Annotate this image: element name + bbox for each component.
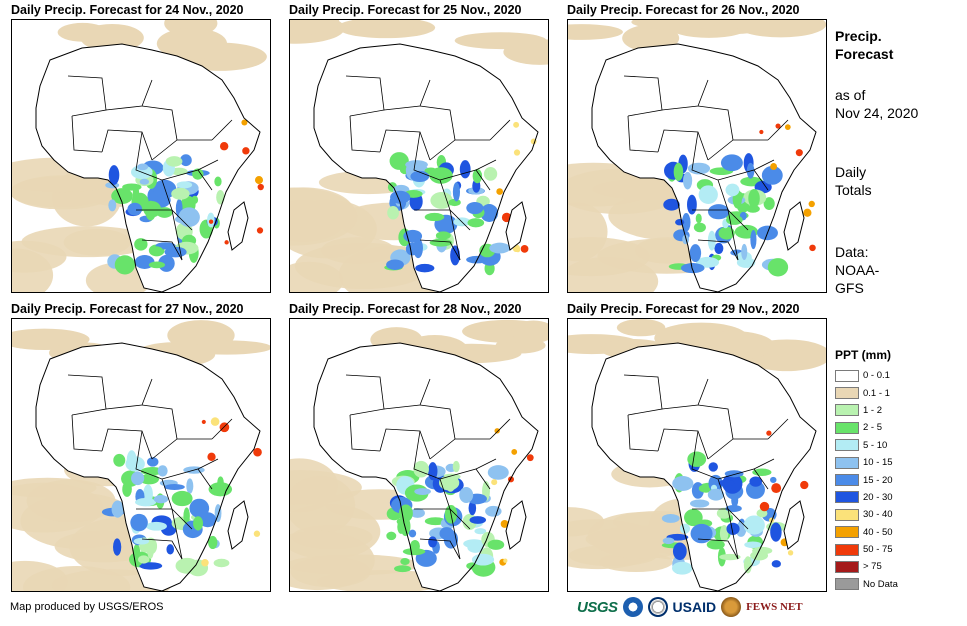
map-svg [568, 319, 826, 591]
legend-swatch [835, 387, 859, 400]
precip-map [567, 19, 827, 293]
panel-title: Daily Precip. Forecast for 28 Nov., 2020 [289, 302, 522, 316]
side-title: Precip. Forecast [835, 27, 893, 63]
legend-swatch [835, 543, 859, 556]
precip-map [11, 19, 271, 293]
side-title-line: Forecast [835, 46, 894, 62]
data-source-line: NOAA- [835, 262, 880, 278]
legend-label: 20 - 30 [863, 491, 893, 503]
panel-title: Daily Precip. Forecast for 25 Nov., 2020 [289, 3, 522, 17]
totals-line: Daily [835, 164, 867, 180]
legend-item: 15 - 20 [835, 471, 898, 488]
legend-item: 20 - 30 [835, 489, 898, 506]
data-source: Data: NOAA- GFS [835, 243, 879, 297]
legend-swatch [835, 508, 859, 521]
as-of-value: Nov 24, 2020 [835, 105, 919, 121]
legend-label: 0.1 - 1 [863, 387, 890, 399]
legend-item: 0 - 0.1 [835, 367, 898, 384]
precip-map [567, 318, 827, 592]
panel-title: Daily Precip. Forecast for 26 Nov., 2020 [567, 3, 800, 17]
legend-item: 30 - 40 [835, 506, 898, 523]
map-svg [290, 319, 548, 591]
legend-swatch [835, 404, 859, 417]
legend-label: 30 - 40 [863, 509, 893, 521]
totals-note: Daily Totals [835, 163, 872, 199]
legend-swatch [835, 578, 859, 591]
side-title-line: Precip. [835, 28, 882, 44]
noaa-logo-icon [622, 597, 643, 617]
legend-item: 10 - 15 [835, 454, 898, 471]
legend-title: PPT (mm) [835, 348, 892, 362]
legend-swatch [835, 491, 859, 504]
precip-map [289, 19, 549, 293]
totals-line: Totals [835, 182, 872, 198]
legend-swatch [835, 456, 859, 469]
legend-label: 40 - 50 [863, 526, 893, 538]
precip-map [11, 318, 271, 592]
fews-net-logo: FEWS NET [746, 601, 803, 613]
legend-item: 40 - 50 [835, 524, 898, 541]
legend-label: 15 - 20 [863, 474, 893, 486]
as-of-date: as of Nov 24, 2020 [835, 86, 918, 122]
legend-label: 0 - 0.1 [863, 370, 890, 382]
map-svg [568, 20, 826, 292]
legend-label: > 75 [863, 561, 882, 573]
legend-item: 50 - 75 [835, 541, 898, 558]
legend-swatch [835, 421, 859, 434]
as-of-label: as of [835, 87, 866, 103]
panel-title: Daily Precip. Forecast for 27 Nov., 2020 [11, 302, 244, 316]
usgs-logo: USGS [577, 598, 618, 616]
legend-swatch [835, 474, 859, 487]
legend-label: 2 - 5 [863, 422, 883, 434]
logo-strip: USGS USAID FEWS NET [577, 596, 803, 618]
fews-globe-icon [721, 597, 742, 617]
panel-title: Daily Precip. Forecast for 24 Nov., 2020 [11, 3, 244, 17]
data-source-line: Data: [835, 244, 869, 260]
usaid-logo: USAID [672, 599, 717, 615]
legend-item: 1 - 2 [835, 402, 898, 419]
legend-label: 50 - 75 [863, 544, 893, 556]
legend-swatch [835, 526, 859, 539]
legend-item: 2 - 5 [835, 419, 898, 436]
legend-swatch [835, 439, 859, 452]
legend-item: No Data [835, 576, 898, 593]
legend-label: 10 - 15 [863, 457, 893, 469]
legend-item: > 75 [835, 558, 898, 575]
map-svg [12, 320, 270, 591]
legend-swatch [835, 369, 859, 382]
usaid-seal-icon [647, 597, 668, 617]
legend-label: 1 - 2 [863, 404, 883, 416]
legend-label: 5 - 10 [863, 439, 888, 451]
map-svg [12, 20, 267, 292]
legend: 0 - 0.1 0.1 - 1 1 - 2 2 - 5 5 - 10 10 - 15 15 … [835, 367, 898, 593]
legend-item: 5 - 10 [835, 437, 898, 454]
data-source-line: GFS [835, 280, 864, 296]
panel-title: Daily Precip. Forecast for 29 Nov., 2020 [567, 302, 800, 316]
legend-label: No Data [863, 578, 898, 590]
map-credit: Map produced by USGS/EROS [10, 601, 164, 613]
legend-swatch [835, 560, 859, 573]
legend-item: 0.1 - 1 [835, 384, 898, 401]
map-svg [290, 20, 548, 292]
precip-map [289, 318, 549, 592]
